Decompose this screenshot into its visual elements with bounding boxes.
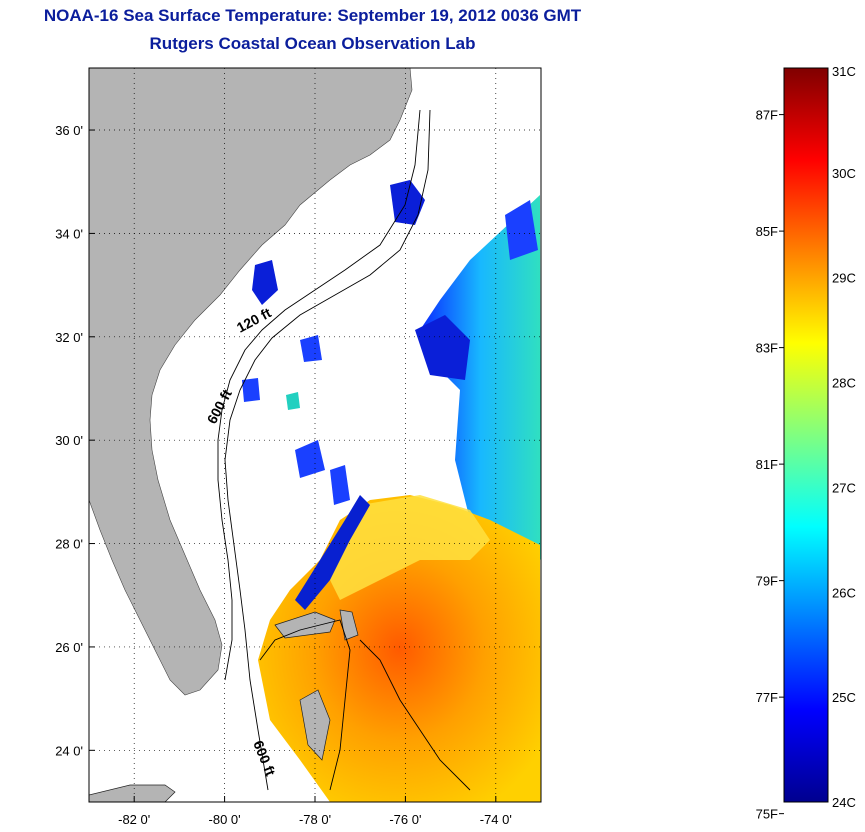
lon-tick-label: -76 0' [389,812,421,827]
lat-tick-label: 36 0' [55,123,83,138]
sst-patch-west [252,260,278,305]
lat-tick-label: 34 0' [55,226,83,241]
sst-patch-small-1 [242,378,260,402]
axis-ticks: 36 0' 34 0' 32 0' 30 0' 28 0' 26 0' 24 0' -82 0… [55,123,512,827]
lon-tick-label: -78 0' [299,812,331,827]
colorbar-fahrenheit-label: 75F [756,807,778,822]
colorbar-celsius-label: 26C [832,585,856,600]
lat-tick-label: 28 0' [55,537,83,552]
contour-bahamas-east [359,639,471,791]
sst-cool-edge [295,495,370,610]
sst-patch-small-4 [295,440,325,478]
map-title: NOAA-16 Sea Surface Temperature: Septemb… [43,6,582,25]
lat-tick-label: 32 0' [55,330,83,345]
sst-patch-small-6 [505,200,538,260]
graticule [89,68,541,802]
lat-tick-label: 30 0' [55,433,83,448]
land-mainland [89,68,413,696]
contour-600ft [224,109,431,791]
colorbar-fahrenheit-label: 81F [756,457,778,472]
colorbar-fahrenheit-label: 77F [756,690,778,705]
land-bahamas-1 [299,689,331,761]
colorbar-celsius-label: 27C [832,480,856,495]
colorbar-fahrenheit-label: 83F [756,341,778,356]
lat-tick-label: 26 0' [55,640,83,655]
sst-patch-small-5 [330,465,350,505]
contour-bahamas [259,619,351,791]
colorbar-gradient [783,67,829,803]
map-subtitle: Rutgers Coastal Ocean Observation Lab [149,34,476,53]
sst-patch-central [415,315,470,380]
lat-tick-label: 24 0' [55,743,83,758]
contour-120ft [217,109,421,681]
colorbar-fahrenheit-label: 87F [756,108,778,123]
colorbar-fahrenheit-label: 79F [756,574,778,589]
colorbar-celsius-label: 25C [832,690,856,705]
sst-offshore-strip [420,195,541,560]
colorbar-celsius-label: 29C [832,271,856,286]
colorbar-celsius-label: 30C [832,166,856,181]
land-cuba-edge [89,784,176,802]
map-plot-area [89,68,541,802]
lon-tick-label: -80 0' [209,812,241,827]
colorbar-celsius-label: 31C [832,64,856,79]
sst-patch-small-2 [286,392,300,410]
colorbar-labels: 31C 30C 29C 28C 27C 26C 25C 24C 87F 85F 83F 81F 79F 7… [756,64,856,822]
land-bahamas-2 [274,611,336,639]
colorbar-celsius-label: 24C [832,795,856,810]
lon-tick-label: -82 0' [118,812,150,827]
sst-transition-band [320,495,490,600]
colorbar-fahrenheit-label: 85F [756,224,778,239]
sst-patch-small-3 [300,335,322,362]
lon-tick-label: -74 0' [480,812,512,827]
sst-patch-north [390,180,425,225]
colorbar-celsius-label: 28C [832,376,856,391]
